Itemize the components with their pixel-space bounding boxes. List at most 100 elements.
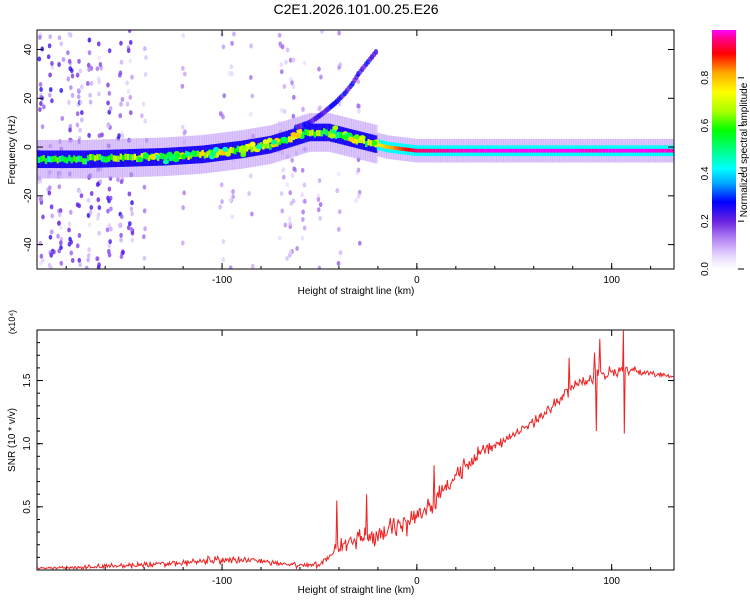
ridge-core <box>608 148 612 153</box>
ridge-core <box>458 148 462 153</box>
ridge-core <box>386 145 390 149</box>
noise-speckle <box>119 101 123 107</box>
ridge-core <box>82 158 86 165</box>
noise-speckle <box>127 191 132 197</box>
noise-speckle <box>67 221 72 227</box>
ridge-core <box>133 153 137 160</box>
noise-speckle <box>318 215 322 221</box>
ridge-core <box>47 155 51 163</box>
noise-speckle <box>60 116 65 122</box>
noise-speckle <box>142 184 147 190</box>
noise-speckle <box>125 101 130 107</box>
ridge-core <box>164 154 168 161</box>
ridge-core <box>561 148 565 153</box>
noise-speckle <box>130 74 134 80</box>
ridge-core <box>369 140 373 147</box>
ridge-core <box>287 136 292 143</box>
noise-speckle <box>181 205 185 211</box>
noise-speckle <box>219 182 224 188</box>
noise-speckle <box>68 236 72 242</box>
ridge-core <box>619 148 624 153</box>
noise-speckle <box>49 204 54 210</box>
noise-speckle <box>70 258 75 264</box>
ridge-blob <box>137 157 144 163</box>
ridge-blob <box>295 133 302 139</box>
ridge-core <box>416 148 420 153</box>
snr-y-tick-label: 1.5 <box>22 373 33 387</box>
ridge-core <box>601 148 605 153</box>
noise-speckle <box>108 239 112 245</box>
ridge-core <box>566 148 570 153</box>
noise-speckle <box>86 252 91 258</box>
ridge-core <box>236 145 240 152</box>
noise-speckle <box>250 93 255 99</box>
ridge-core <box>259 142 264 149</box>
noise-speckle <box>97 79 101 85</box>
ridge-core <box>552 148 556 153</box>
noise-speckle <box>338 250 343 256</box>
ridge-core <box>657 148 661 153</box>
spectrogram-xlabel: Height of straight line (km) <box>298 286 415 297</box>
ridge-core <box>671 148 674 153</box>
noise-speckle <box>282 84 287 90</box>
spectrogram-x-tick-label: 0 <box>414 275 420 286</box>
ridge-core <box>647 148 652 153</box>
ridge-core <box>582 148 586 153</box>
ridge-core <box>612 148 617 153</box>
ridge-core <box>131 154 135 161</box>
noise-speckle <box>68 123 73 129</box>
noise-speckle <box>78 127 82 133</box>
ridge-core <box>451 148 455 153</box>
noise-speckle <box>290 173 295 179</box>
ridge-core <box>376 142 380 147</box>
noise-speckle <box>337 209 342 215</box>
noise-speckle <box>69 250 74 256</box>
ridge-blob <box>290 132 297 138</box>
noise-speckle <box>230 40 234 46</box>
ridge-core <box>666 148 670 153</box>
harmonic-point <box>373 48 379 55</box>
ridge-core <box>316 130 320 137</box>
spectrogram-frame <box>36 29 675 270</box>
noise-speckle <box>250 211 254 217</box>
ridge-core <box>196 150 200 157</box>
noise-speckle <box>59 260 64 266</box>
ridge-core <box>503 148 507 153</box>
noise-speckle <box>39 87 43 93</box>
noise-speckle <box>248 111 253 117</box>
ridge-core <box>531 148 535 153</box>
noise-speckle <box>75 111 80 117</box>
snr-ticks: -100 0 100 0.5 1.0 1.5 <box>22 330 674 587</box>
ridge-core <box>519 148 523 153</box>
ridge-blob <box>190 150 197 156</box>
spectrogram-x-tick-label: 100 <box>603 275 620 286</box>
noise-speckle <box>282 109 287 115</box>
ridge-core <box>418 148 423 153</box>
ridge-core <box>496 148 500 153</box>
ridge-core <box>554 148 558 153</box>
ridge-blob <box>281 136 288 142</box>
ridge-core <box>587 148 591 153</box>
noise-speckle <box>61 56 66 62</box>
noise-speckle <box>283 222 288 228</box>
ridge-core <box>231 147 236 154</box>
ridge-core <box>77 155 81 162</box>
noise-speckle <box>291 84 296 90</box>
noise-speckle <box>87 132 91 138</box>
ridge-core <box>229 146 233 154</box>
noise-speckle <box>119 59 124 65</box>
ridge-core <box>304 128 308 136</box>
noise-speckle <box>67 31 72 37</box>
ridge-core <box>640 148 645 153</box>
ridge-core <box>573 148 577 153</box>
noise-speckle <box>292 94 296 100</box>
noise-speckle <box>280 44 285 50</box>
noise-speckle <box>116 176 120 182</box>
noise-speckle <box>108 195 113 201</box>
noise-speckle <box>57 62 61 68</box>
noise-speckle <box>89 190 94 196</box>
noise-speckle <box>57 212 62 218</box>
ridge-core <box>449 148 453 153</box>
noise-speckle <box>59 88 64 94</box>
ridge-core <box>400 146 404 151</box>
